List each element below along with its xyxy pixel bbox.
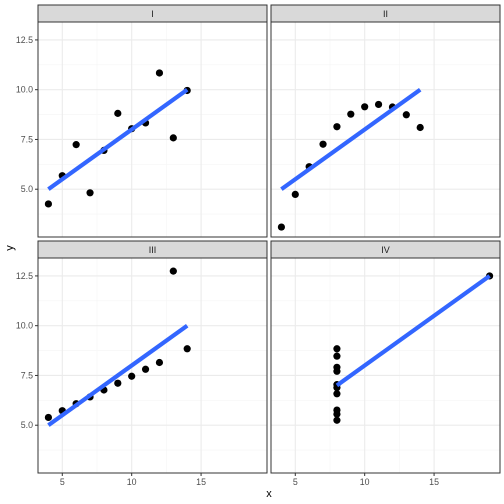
panel-background	[38, 22, 267, 237]
data-point	[72, 141, 80, 149]
y-tick-label: 12.5	[16, 271, 33, 281]
data-point	[333, 390, 341, 398]
y-tick-label: 12.5	[16, 35, 33, 45]
y-tick-label: 10.0	[16, 321, 33, 331]
fit-line	[47, 323, 189, 427]
data-point	[169, 267, 177, 275]
facet-strip-label: I	[151, 9, 154, 19]
data-point	[374, 100, 383, 109]
facet-strip-label: II	[383, 9, 388, 19]
data-point	[44, 200, 53, 208]
facet-panel-I: I 5.0 7.5 10.0 12.5	[16, 4, 268, 238]
data-point	[277, 223, 286, 231]
data-point	[44, 413, 53, 422]
data-point	[291, 190, 299, 198]
y-tick-label: 5.0	[21, 184, 33, 194]
data-point	[114, 109, 122, 117]
fit-line	[47, 87, 189, 191]
facet-strip-label: IV	[381, 245, 390, 255]
x-axis-title: x	[266, 488, 272, 500]
facet-panel-III: III 5.0 7.5 10.0 12.5 5 10 15	[16, 240, 268, 487]
x-tick-label: 5	[293, 477, 298, 487]
data-point	[155, 69, 164, 77]
fit-line	[280, 87, 422, 191]
data-point	[361, 103, 369, 111]
x-tick-label: 10	[360, 477, 370, 487]
x-tick-label: 15	[429, 477, 439, 487]
data-point	[319, 140, 327, 148]
data-point	[114, 379, 122, 387]
panel-border	[270, 21, 501, 238]
panel-border	[37, 21, 268, 238]
data-point	[333, 363, 341, 371]
y-tick-label: 5.0	[21, 420, 33, 430]
x-tick-label: 15	[196, 477, 206, 487]
panel-background	[271, 22, 500, 237]
data-point	[333, 352, 341, 360]
data-point	[333, 345, 341, 353]
data-point	[128, 372, 136, 380]
data-point	[141, 365, 150, 373]
y-tick-label: 7.5	[21, 134, 33, 144]
facet-panel-II: II	[270, 4, 501, 238]
panel-border	[37, 257, 268, 474]
facet-strip-label: III	[149, 245, 157, 255]
data-point	[169, 134, 177, 142]
data-point	[333, 123, 341, 131]
y-tick-label: 7.5	[21, 370, 33, 380]
x-tick-label: 5	[60, 477, 65, 487]
data-point	[333, 416, 341, 424]
panel-border	[270, 257, 501, 474]
data-point	[155, 358, 164, 367]
panel-background	[271, 258, 500, 473]
data-point	[402, 111, 410, 119]
fit-line	[335, 274, 491, 388]
data-point	[347, 110, 355, 118]
data-point	[416, 123, 424, 132]
panel-background	[38, 258, 267, 473]
data-point	[333, 410, 341, 418]
data-point	[183, 345, 191, 353]
data-point	[86, 189, 94, 197]
y-axis-title: y	[4, 245, 16, 251]
x-tick-label: 10	[127, 477, 137, 487]
y-tick-label: 10.0	[16, 85, 33, 95]
facet-panel-IV: IV 5 10 15	[270, 240, 501, 487]
